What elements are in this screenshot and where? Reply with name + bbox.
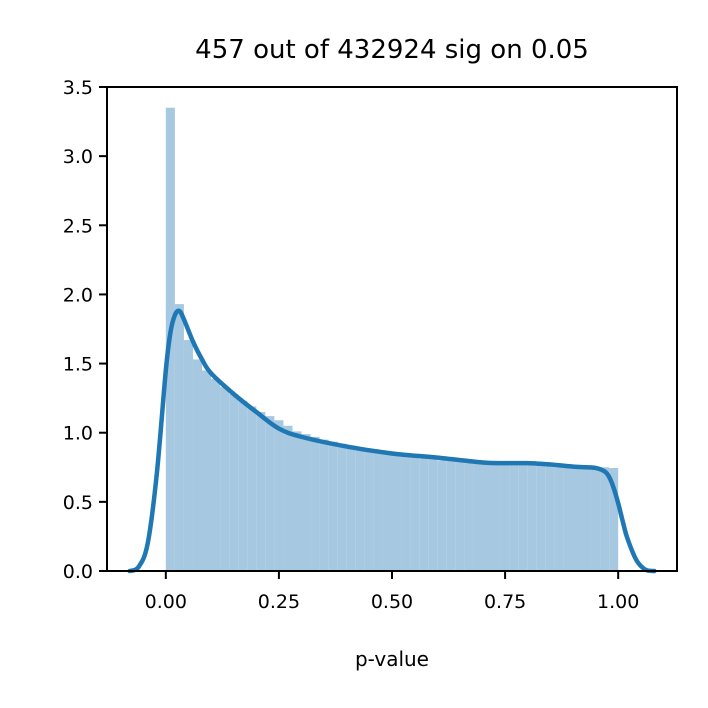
histogram-bar	[292, 431, 302, 571]
histogram-bar	[554, 465, 564, 571]
y-tick-label: 1.0	[63, 423, 93, 445]
x-tick-label: 0.50	[371, 591, 413, 613]
histogram-bar	[192, 359, 202, 571]
x-tick-label: 0.00	[145, 591, 187, 613]
x-axis-ticks: 0.00 0.25 0.50 0.75 1.00	[145, 571, 639, 613]
histogram-bar	[328, 441, 338, 571]
plot-frame	[106, 86, 678, 572]
histogram-bar	[174, 304, 184, 571]
histogram-bar	[355, 447, 365, 571]
histogram-bar	[256, 411, 266, 571]
y-tick-label: 2.0	[63, 284, 93, 306]
histogram-bar	[527, 464, 537, 571]
histogram-bar	[536, 465, 546, 571]
histogram-bar	[591, 467, 601, 571]
kde-curve	[127, 308, 657, 574]
histogram-bar	[382, 453, 392, 571]
histogram-bar	[419, 458, 429, 571]
histogram-bar	[229, 393, 239, 571]
histogram-bar	[346, 445, 356, 571]
histogram-bar	[392, 454, 402, 571]
x-tick-label: 0.25	[258, 591, 300, 613]
histogram-bar	[482, 463, 492, 571]
histogram-bar	[500, 463, 510, 571]
histogram-bar	[473, 463, 483, 571]
histogram-bar	[518, 463, 528, 571]
y-tick-label: 3.0	[63, 146, 93, 168]
histogram-bar	[563, 466, 573, 571]
histogram-bars	[165, 107, 619, 571]
histogram-bar	[446, 461, 456, 571]
histogram-bar	[609, 467, 619, 571]
histogram-bar	[410, 457, 420, 571]
histogram-bar	[582, 467, 592, 571]
histogram-bar	[337, 443, 347, 571]
y-axis-ticks: 0.0 0.5 1.0 1.5 2.0 2.5 3.0 3.5	[63, 77, 107, 583]
histogram-bar	[265, 416, 275, 571]
x-tick-label: 0.75	[484, 591, 526, 613]
histogram-bar	[600, 467, 610, 571]
histogram-bar	[509, 463, 519, 571]
y-tick-label: 3.5	[63, 77, 93, 99]
histogram-bar	[437, 460, 447, 571]
y-tick-label: 0.5	[63, 492, 93, 514]
histogram-bar	[572, 466, 582, 571]
histogram-bar	[310, 436, 320, 571]
histogram-bar	[301, 434, 311, 571]
y-tick-label: 1.5	[63, 354, 93, 376]
histogram-bar	[319, 439, 329, 571]
histogram-bar	[211, 378, 221, 571]
histogram-bar	[464, 462, 474, 571]
histogram-bar	[364, 450, 374, 571]
histogram-bar	[283, 425, 293, 571]
histogram-bar	[247, 406, 257, 571]
histogram-bar	[202, 370, 212, 571]
histogram-bar	[220, 387, 230, 571]
histogram-bar	[274, 420, 284, 571]
y-tick-label: 0.0	[63, 561, 93, 583]
histogram-bar	[373, 452, 383, 571]
x-tick-label: 1.00	[597, 591, 639, 613]
histogram-bar	[183, 340, 193, 571]
chart-title: 457 out of 432924 sig on 0.05	[195, 35, 589, 65]
x-axis-label: p-value	[355, 647, 429, 671]
y-tick-label: 2.5	[63, 215, 93, 237]
histogram-bar	[455, 461, 465, 571]
histogram-bar	[491, 463, 501, 571]
histogram-bar	[401, 456, 411, 571]
histogram-bar	[428, 458, 438, 571]
histogram-bar	[238, 400, 248, 571]
histogram-bar	[545, 465, 555, 571]
kde-line	[127, 308, 657, 574]
